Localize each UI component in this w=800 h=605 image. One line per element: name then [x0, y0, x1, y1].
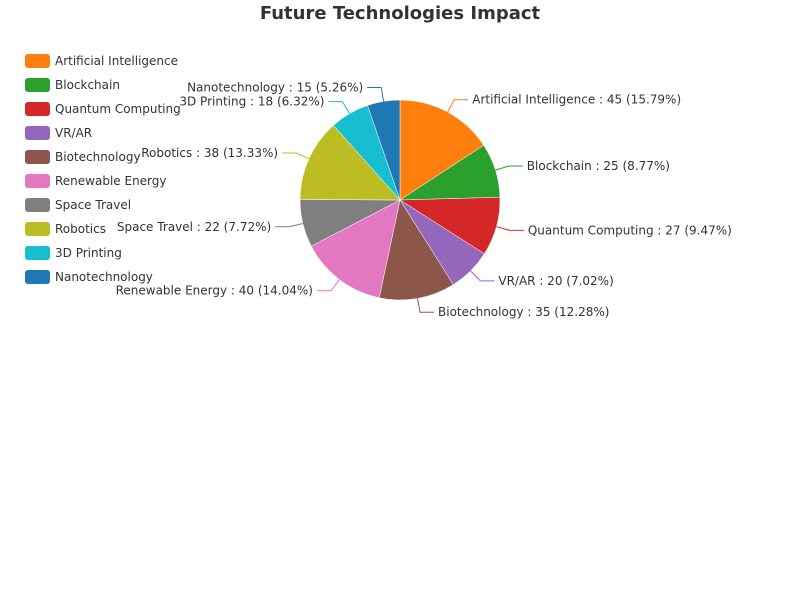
legend-item-blockchain[interactable]: Blockchain — [25, 78, 120, 92]
legend-swatch-robotics — [25, 222, 50, 236]
legend-item-biotechnology[interactable]: Biotechnology — [25, 150, 141, 164]
legend-swatch-biotechnology — [25, 150, 50, 164]
data-label-renewable-energy: Renewable Energy : 40 (14.04%) — [116, 284, 313, 298]
data-label-space-travel: Space Travel : 22 (7.72%) — [117, 220, 271, 234]
data-label-vr-ar: VR/AR : 20 (7.02%) — [498, 274, 613, 288]
legend-swatch-space-travel — [25, 198, 50, 212]
data-label-quantum-computing: Quantum Computing : 27 (9.47%) — [528, 223, 732, 237]
legend-item-robotics[interactable]: Robotics — [25, 222, 106, 236]
leader-line-renewable-energy — [316, 279, 340, 292]
legend-label-artificial-intelligence: Artificial Intelligence — [55, 54, 178, 68]
leader-line-quantum-computing — [496, 226, 524, 231]
leader-line-biotechnology — [417, 298, 435, 313]
leader-line-vr-ar — [470, 270, 495, 282]
legend-swatch-nanotechnology — [25, 270, 50, 284]
legend-label-3d-printing: 3D Printing — [55, 246, 122, 260]
legend-label-renewable-energy: Renewable Energy — [55, 174, 167, 188]
pie-slice-robotics[interactable] — [299, 124, 401, 201]
legend-label-quantum-computing: Quantum Computing — [55, 102, 181, 116]
data-label-artificial-intelligence: Artificial Intelligence : 45 (15.79%) — [472, 93, 681, 107]
legend-item-artificial-intelligence[interactable]: Artificial Intelligence — [25, 54, 178, 68]
legend-label-blockchain: Blockchain — [55, 78, 120, 92]
legend-swatch-vr-ar — [25, 126, 50, 140]
legend-swatch-quantum-computing — [25, 102, 50, 116]
legend-item-3d-printing[interactable]: 3D Printing — [25, 246, 122, 260]
data-label-biotechnology: Biotechnology : 35 (12.28%) — [438, 305, 609, 319]
legend-swatch-renewable-energy — [25, 174, 50, 188]
legend-item-vr-ar[interactable]: VR/AR — [25, 126, 92, 140]
leader-line-nanotechnology — [367, 87, 385, 102]
data-label-robotics: Robotics : 38 (13.33%) — [141, 146, 278, 160]
legend-label-nanotechnology: Nanotechnology — [55, 270, 153, 284]
legend: Artificial Intelligence Blockchain Quantum… — [25, 54, 181, 284]
leader-line-3d-printing — [328, 101, 350, 114]
legend-item-renewable-energy[interactable]: Renewable Energy — [25, 174, 167, 188]
leader-line-robotics — [282, 152, 310, 160]
legend-swatch-3d-printing — [25, 246, 50, 260]
leader-line-artificial-intelligence — [447, 99, 469, 113]
legend-label-vr-ar: VR/AR — [55, 126, 92, 140]
legend-swatch-blockchain — [25, 78, 50, 92]
data-label-blockchain: Blockchain : 25 (8.77%) — [527, 159, 670, 173]
leader-line-space-travel — [275, 222, 303, 228]
pie-slice-renewable-energy[interactable] — [310, 199, 401, 299]
data-label-nanotechnology: Nanotechnology : 15 (5.26%) — [187, 81, 363, 95]
leader-line-blockchain — [495, 165, 523, 171]
legend-swatch-artificial-intelligence — [25, 54, 50, 68]
data-label-3d-printing: 3D Printing : 18 (6.32%) — [179, 95, 324, 109]
pie-slices — [299, 99, 501, 301]
legend-item-space-travel[interactable]: Space Travel — [25, 198, 131, 212]
legend-item-nanotechnology[interactable]: Nanotechnology — [25, 270, 153, 284]
legend-label-robotics: Robotics — [55, 222, 106, 236]
legend-label-biotechnology: Biotechnology — [55, 150, 141, 164]
label-leader-lines — [275, 87, 524, 313]
legend-item-quantum-computing[interactable]: Quantum Computing — [25, 102, 181, 116]
data-labels: Artificial Intelligence : 45 (15.79%) Blo… — [116, 81, 732, 320]
chart-title: Future Technologies Impact — [260, 3, 541, 24]
legend-label-space-travel: Space Travel — [55, 198, 131, 212]
